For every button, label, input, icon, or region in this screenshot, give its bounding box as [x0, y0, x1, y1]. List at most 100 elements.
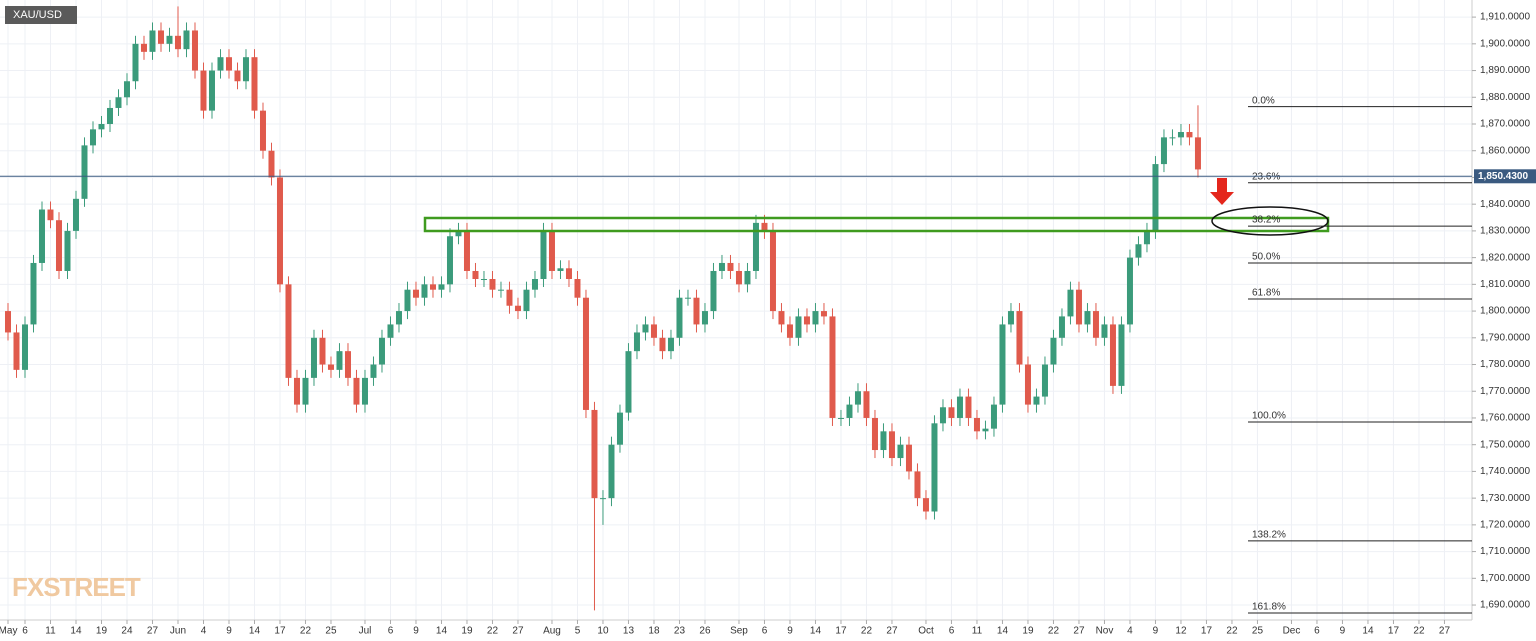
candle-body — [497, 289, 504, 291]
candle-body — [174, 35, 181, 50]
candle-body — [922, 498, 929, 512]
candle-body — [956, 396, 963, 418]
candle-body — [115, 97, 122, 108]
candle-body — [285, 284, 292, 378]
fib-label: 38.2% — [1252, 215, 1280, 226]
candle-body — [965, 396, 972, 418]
candle-body — [1194, 137, 1201, 170]
y-tick-label: 1,700.0000 — [1480, 573, 1530, 584]
candle-body — [931, 423, 938, 512]
candle-body — [200, 70, 207, 111]
candle-body — [795, 316, 802, 338]
plot-area — [0, 0, 1472, 620]
x-tick-label: 25 — [1252, 626, 1264, 637]
candle-body — [557, 268, 564, 271]
x-tick-label: 14 — [249, 626, 261, 637]
x-tick-label: Jul — [359, 626, 372, 637]
y-tick-label: 1,820.0000 — [1480, 252, 1530, 263]
candle-body — [404, 289, 411, 312]
x-tick-label: 17 — [274, 626, 286, 637]
x-tick-label: 22 — [1048, 626, 1060, 637]
candle-body — [387, 324, 394, 338]
candle-body — [778, 311, 785, 325]
x-tick-label: 4 — [201, 626, 207, 637]
candle-body — [370, 364, 377, 378]
candle-body — [591, 409, 598, 499]
x-tick-label: 10 — [597, 626, 609, 637]
candle-body — [523, 289, 530, 312]
candle-body — [574, 279, 581, 298]
fib-label: 50.0% — [1252, 252, 1280, 263]
fib-label: 0.0% — [1252, 95, 1275, 106]
x-tick-label: 4 — [1127, 626, 1133, 637]
candle-body — [1033, 396, 1040, 405]
x-tick-label: 14 — [810, 626, 822, 637]
candle-body — [302, 377, 309, 405]
x-tick-label: 11 — [972, 626, 983, 637]
candle-body — [820, 311, 827, 317]
x-tick-label: 19 — [1022, 626, 1034, 637]
x-tick-label: 6 — [762, 626, 768, 637]
candle-body — [89, 129, 96, 146]
last-price-box — [1474, 169, 1536, 184]
x-tick-label: 27 — [147, 626, 159, 637]
y-tick-label: 1,900.0000 — [1480, 38, 1530, 49]
y-tick-label: 1,770.0000 — [1480, 386, 1530, 397]
candle-body — [438, 284, 445, 290]
x-tick-label: 23 — [674, 626, 686, 637]
candle-body — [217, 57, 224, 71]
x-tick-label: 19 — [96, 626, 108, 637]
x-tick-label: 17 — [835, 626, 847, 637]
fib-label: 161.8% — [1252, 602, 1286, 613]
x-tick-label: 6 — [388, 626, 394, 637]
y-tick-label: 1,750.0000 — [1480, 439, 1530, 450]
candle-body — [863, 391, 870, 418]
y-tick-label: 1,910.0000 — [1480, 12, 1530, 23]
candle-body — [191, 30, 198, 71]
candle-body — [98, 124, 105, 130]
x-tick-label: 27 — [512, 626, 524, 637]
candle-body — [752, 222, 759, 271]
candle-body — [982, 428, 989, 432]
candle-body — [506, 289, 513, 306]
candle-body — [744, 270, 751, 285]
candle-body — [64, 230, 71, 271]
x-tick-label: 17 — [1388, 626, 1400, 637]
y-tick-label: 1,710.0000 — [1480, 546, 1530, 557]
x-tick-label: 6 — [22, 626, 28, 637]
candle-body — [999, 324, 1006, 405]
x-tick-label: 22 — [487, 626, 499, 637]
x-tick-label: 22 — [1226, 626, 1238, 637]
candle-body — [1007, 311, 1014, 325]
candle-body — [123, 81, 130, 98]
x-tick-label: Nov — [1096, 626, 1114, 637]
candle-body — [225, 57, 232, 71]
y-tick-label: 1,880.0000 — [1480, 92, 1530, 103]
fib-label: 23.6% — [1252, 171, 1280, 182]
x-tick-label: 22 — [1413, 626, 1425, 637]
x-tick-label: 19 — [461, 626, 473, 637]
candle-body — [1135, 244, 1142, 258]
candle-body — [1152, 164, 1159, 231]
x-tick-label: 6 — [949, 626, 955, 637]
y-tick-label: 1,800.0000 — [1480, 306, 1530, 317]
fib-label: 138.2% — [1252, 530, 1286, 541]
x-tick-label: 14 — [70, 626, 82, 637]
y-tick-label: 1,790.0000 — [1480, 332, 1530, 343]
candle-body — [1118, 324, 1125, 386]
candle-body — [276, 177, 283, 285]
candle-body — [1177, 132, 1184, 138]
y-tick-label: 1,890.0000 — [1480, 65, 1530, 76]
candle-body — [608, 444, 615, 499]
candle-body — [642, 324, 649, 333]
x-tick-label: 14 — [436, 626, 448, 637]
x-tick-label: 6 — [1314, 626, 1320, 637]
candle-body — [837, 417, 844, 419]
x-tick-label: 9 — [413, 626, 419, 637]
watermark: FXSTREET — [12, 572, 141, 602]
candle-body — [1084, 311, 1091, 325]
candle-body — [710, 270, 717, 312]
candle-body — [667, 337, 674, 352]
candle-body — [319, 337, 326, 365]
candle-body — [30, 262, 37, 325]
